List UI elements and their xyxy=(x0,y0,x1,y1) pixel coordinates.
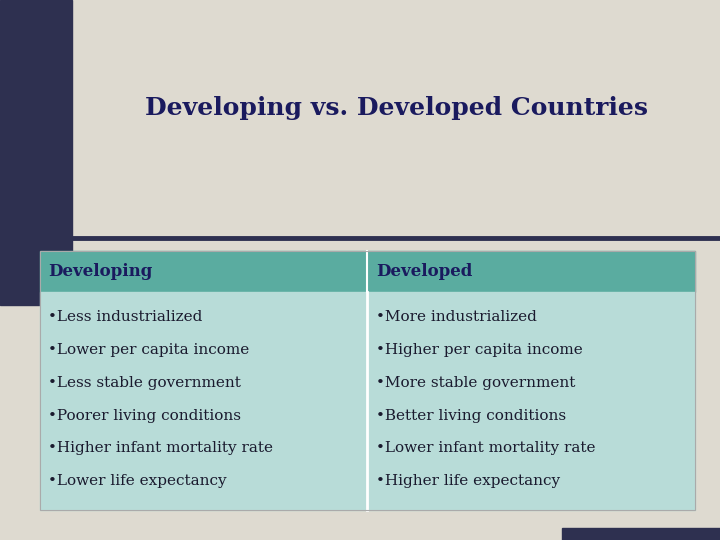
Text: •Higher infant mortality rate: •Higher infant mortality rate xyxy=(48,441,274,455)
Text: •More stable government: •More stable government xyxy=(376,376,575,390)
Text: •Higher life expectancy: •Higher life expectancy xyxy=(376,474,560,488)
Text: Developing vs. Developed Countries: Developing vs. Developed Countries xyxy=(145,96,647,120)
Text: •Higher per capita income: •Higher per capita income xyxy=(376,343,582,357)
Text: •Lower life expectancy: •Lower life expectancy xyxy=(48,474,227,488)
Bar xyxy=(367,251,695,292)
Bar xyxy=(0,0,72,305)
Text: •Lower per capita income: •Lower per capita income xyxy=(48,343,250,357)
Text: •Better living conditions: •Better living conditions xyxy=(376,409,566,423)
Text: •Poorer living conditions: •Poorer living conditions xyxy=(48,409,241,423)
Bar xyxy=(40,251,367,292)
Bar xyxy=(562,528,720,540)
Bar xyxy=(40,251,695,510)
Bar xyxy=(367,292,695,510)
Text: Developed: Developed xyxy=(376,263,472,280)
Text: •Less industrialized: •Less industrialized xyxy=(48,310,202,324)
Text: •Lower infant mortality rate: •Lower infant mortality rate xyxy=(376,441,595,455)
Text: •Less stable government: •Less stable government xyxy=(48,376,241,390)
Text: •More industrialized: •More industrialized xyxy=(376,310,536,324)
Bar xyxy=(40,292,367,510)
Text: Developing: Developing xyxy=(48,263,153,280)
